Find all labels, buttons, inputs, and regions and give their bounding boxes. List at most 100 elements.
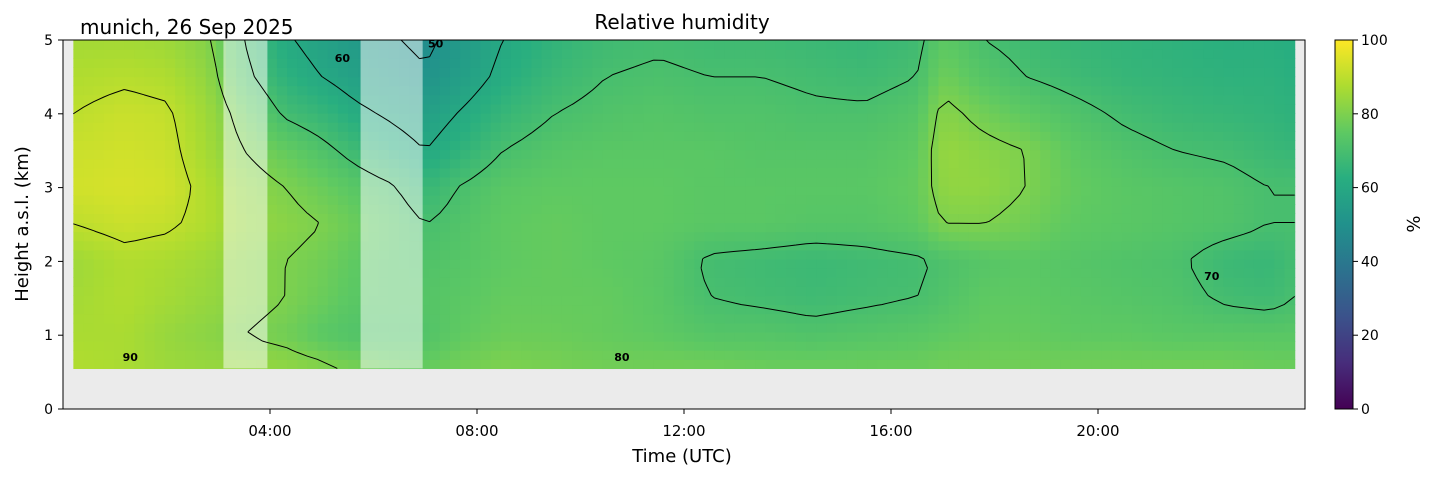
heatmap-cell <box>572 286 583 297</box>
masked-periods <box>223 40 423 369</box>
heatmap-cell <box>602 76 614 87</box>
heatmap-cell <box>1141 85 1153 96</box>
heatmap-cell <box>500 49 512 59</box>
heatmap-cell <box>836 286 848 297</box>
heatmap-cell <box>1009 331 1021 342</box>
heatmap-cell <box>1172 286 1184 297</box>
heatmap-cell <box>765 185 777 196</box>
heatmap-cell <box>633 286 644 297</box>
heatmap-cell <box>673 76 685 87</box>
heatmap-cell <box>73 249 85 260</box>
y-tick-label: 0 <box>44 402 53 418</box>
heatmap-cell <box>93 58 105 68</box>
heatmap-cell <box>154 331 166 342</box>
heatmap-cell <box>480 268 492 278</box>
heatmap-cell <box>439 58 451 68</box>
heatmap-cell <box>266 350 278 360</box>
heatmap-cell <box>795 249 807 260</box>
heatmap-cell <box>449 331 461 342</box>
heatmap-cell <box>195 149 207 160</box>
heatmap-cell <box>968 231 980 242</box>
heatmap-cell <box>531 176 543 187</box>
heatmap-cell <box>1152 331 1163 342</box>
heatmap-cell <box>73 76 85 87</box>
heatmap-cell <box>867 67 878 78</box>
heatmap-cell <box>958 341 970 351</box>
heatmap-cell <box>93 176 105 187</box>
heatmap-cell <box>938 231 950 242</box>
heatmap-cell <box>1182 122 1194 132</box>
heatmap-cell <box>205 359 217 370</box>
heatmap-cell <box>968 222 980 233</box>
heatmap-cell <box>561 149 573 160</box>
heatmap-cell <box>1172 167 1184 178</box>
heatmap-cell <box>327 67 339 78</box>
heatmap-cell <box>164 322 176 333</box>
heatmap-cell <box>480 350 492 360</box>
heatmap-cell <box>918 277 929 287</box>
colorbar-tick-label: 40 <box>1361 254 1379 270</box>
heatmap-cell <box>734 94 746 105</box>
heatmap-cell <box>521 58 532 68</box>
heatmap-cell <box>1111 313 1123 324</box>
heatmap-cell <box>1253 195 1265 205</box>
heatmap-cell <box>653 231 665 242</box>
heatmap-cell <box>1152 40 1163 50</box>
heatmap-cell <box>449 58 461 68</box>
heatmap-cell <box>287 158 298 169</box>
heatmap-cell <box>1264 240 1275 251</box>
heatmap-cell <box>745 222 756 233</box>
heatmap-cell <box>327 176 339 187</box>
heatmap-cell <box>897 213 909 224</box>
heatmap-cell <box>1121 176 1133 187</box>
heatmap-cell <box>1162 103 1174 114</box>
heatmap-cell <box>439 277 451 287</box>
heatmap-cell <box>846 213 858 224</box>
heatmap-cell <box>1009 304 1021 315</box>
heatmap-cell <box>806 131 817 141</box>
heatmap-cell <box>1284 277 1296 287</box>
heatmap-cell <box>175 313 186 324</box>
heatmap-cell <box>673 213 685 224</box>
heatmap-cell <box>775 213 787 224</box>
heatmap-cell <box>175 49 186 59</box>
heatmap-cell <box>1192 240 1204 251</box>
heatmap-cell <box>1162 258 1174 269</box>
heatmap-cell <box>1162 231 1174 242</box>
heatmap-cell <box>419 240 431 251</box>
heatmap-cell <box>93 103 105 114</box>
heatmap-cell <box>989 341 1001 351</box>
heatmap-cell <box>1121 359 1133 370</box>
heatmap-cell <box>348 195 359 205</box>
heatmap-cell <box>114 204 125 214</box>
heatmap-cell <box>175 112 186 123</box>
heatmap-cell <box>602 167 614 178</box>
heatmap-cell <box>114 176 125 187</box>
heatmap-cell <box>1284 213 1296 224</box>
heatmap-cell <box>765 167 777 178</box>
heatmap-cell <box>928 268 940 278</box>
heatmap-cell <box>1182 286 1194 297</box>
heatmap-cell <box>694 240 705 251</box>
heatmap-cell <box>1111 304 1123 315</box>
heatmap-cell <box>673 58 685 68</box>
heatmap-cell <box>928 258 940 269</box>
heatmap-cell <box>470 94 482 105</box>
heatmap-cell <box>460 240 471 251</box>
heatmap-cell <box>1080 286 1092 297</box>
heatmap-cell <box>745 131 756 141</box>
heatmap-cell <box>1091 258 1102 269</box>
heatmap-cell <box>541 58 553 68</box>
heatmap-cell <box>144 94 156 105</box>
heatmap-cell <box>765 277 777 287</box>
heatmap-cell <box>1253 76 1265 87</box>
heatmap-cell <box>1080 341 1092 351</box>
heatmap-cell <box>1141 350 1153 360</box>
heatmap-cell <box>643 122 655 132</box>
heatmap-cell <box>877 76 889 87</box>
heatmap-cell <box>307 131 319 141</box>
heatmap-cell <box>633 122 644 132</box>
heatmap-cell <box>114 167 125 178</box>
heatmap-cell <box>449 85 461 96</box>
heatmap-cell <box>948 149 960 160</box>
